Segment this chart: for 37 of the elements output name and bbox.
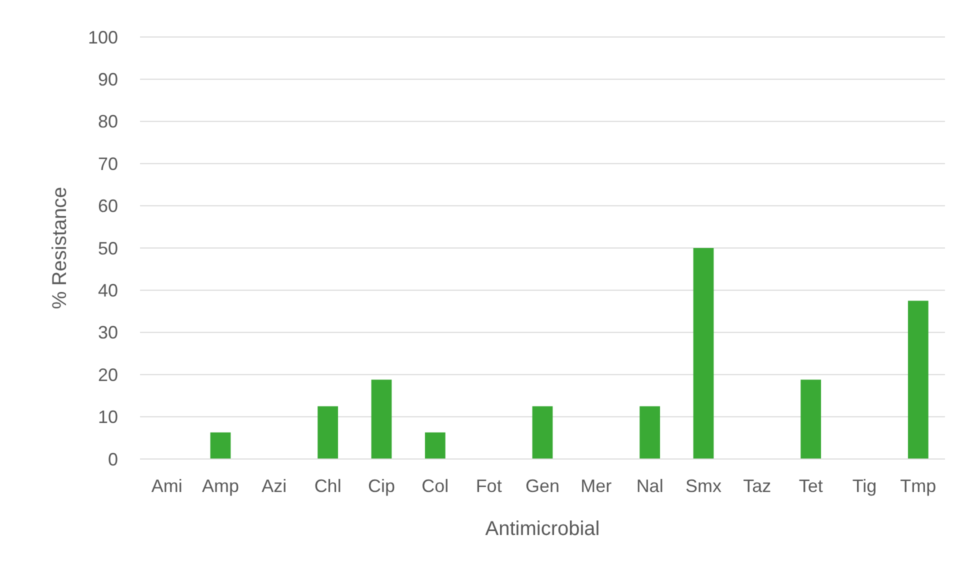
y-tick-label: 40 <box>98 280 118 300</box>
x-tick-label: Tig <box>852 476 877 496</box>
y-tick-label: 80 <box>98 112 118 132</box>
y-tick-label: 90 <box>98 70 118 90</box>
x-tick-label: Cip <box>368 476 396 496</box>
bar <box>908 300 928 459</box>
x-tick-label: Azi <box>262 476 287 496</box>
y-tick-label: 20 <box>98 364 118 385</box>
x-tick-label: Gen <box>525 476 560 496</box>
bar <box>424 432 446 459</box>
y-tick-label: 50 <box>98 238 118 258</box>
x-tick-label: Taz <box>743 476 772 496</box>
bar <box>371 380 392 459</box>
bar <box>532 406 553 459</box>
x-tick-label: Tmp <box>900 476 936 496</box>
x-tick-label: Amp <box>202 476 240 496</box>
y-tick-label: 10 <box>98 407 118 428</box>
y-tick-label: 0 <box>108 449 118 470</box>
y-tick-label: 30 <box>98 322 118 343</box>
bar <box>800 380 822 459</box>
bar <box>318 406 338 459</box>
x-axis-title: Antimicrobial <box>485 518 600 540</box>
x-tick-label: Fot <box>476 476 502 496</box>
y-axis-title: % Resistance <box>49 186 71 310</box>
y-tick-label: 100 <box>88 27 118 48</box>
x-tick-label: Nal <box>636 476 664 496</box>
x-tick-label: Ami <box>151 476 182 496</box>
bar <box>210 432 231 459</box>
y-tick-label: 60 <box>98 196 118 216</box>
x-tick-label: Smx <box>686 476 722 496</box>
x-tick-label: Mer <box>580 476 612 496</box>
x-tick-label: Col <box>422 476 449 496</box>
x-tick-label: Chl <box>314 476 342 496</box>
bar <box>693 248 714 459</box>
y-tick-label: 70 <box>98 154 118 174</box>
bar <box>640 406 660 459</box>
x-tick-label: Tet <box>798 476 823 496</box>
